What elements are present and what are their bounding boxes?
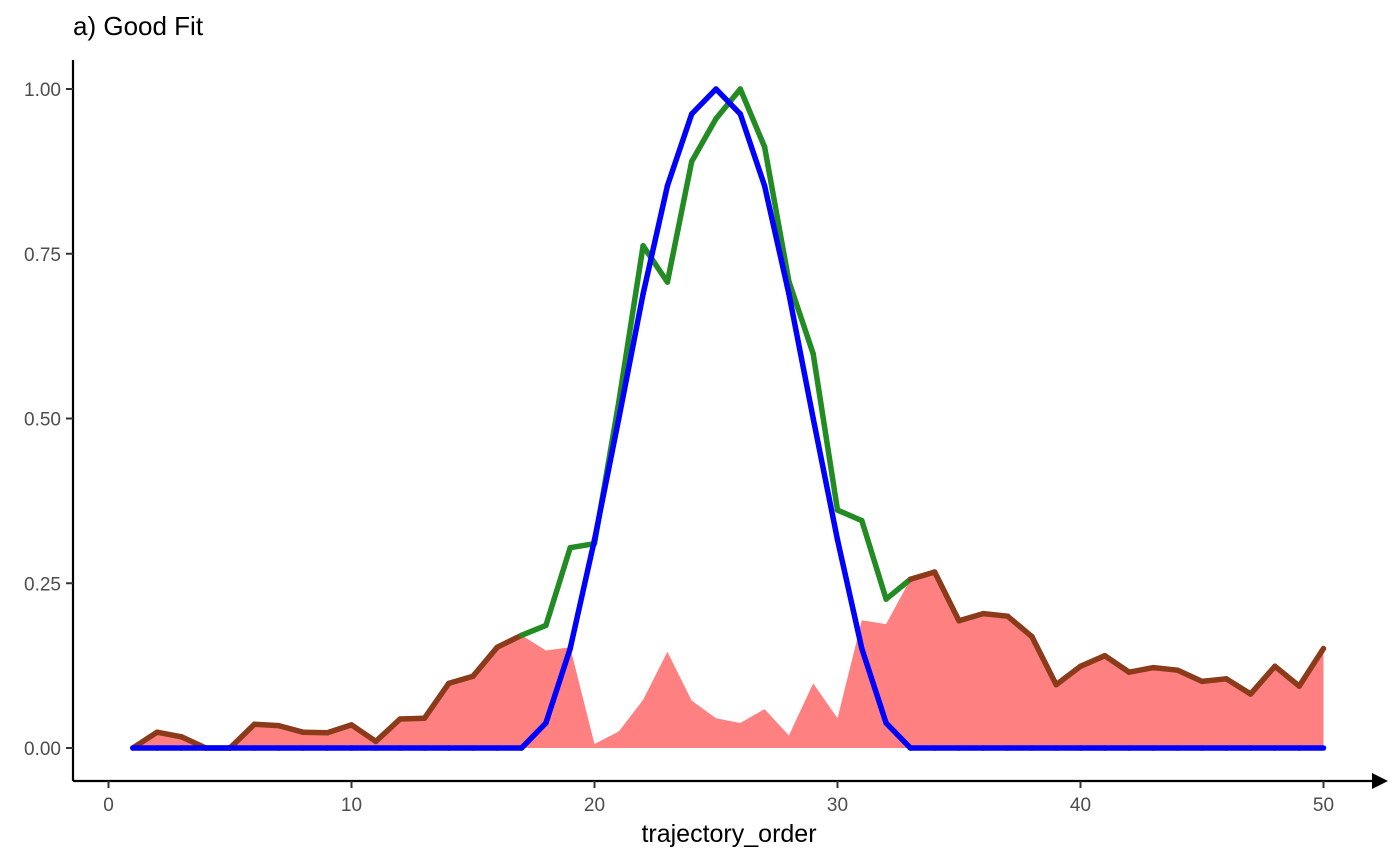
observed-line-segment <box>688 115 719 165</box>
y-tick-label: 0.75 <box>24 245 61 266</box>
observed-line-segment <box>421 680 452 722</box>
observed-line-segment <box>518 622 549 639</box>
observed-line-segment <box>980 610 1011 619</box>
fitted-line-segment <box>883 720 914 751</box>
observed-line-segment <box>786 278 816 357</box>
ticks: 0 10 20 30 40 50 0.00 0.25 0.50 0.75 1.00 <box>24 80 1334 816</box>
y-tick-label: 0.50 <box>24 410 61 431</box>
observed-line-segment <box>1247 663 1278 697</box>
observed-line-segment <box>1150 664 1181 673</box>
fitted-line-segment <box>834 537 865 652</box>
observed-line-segment <box>275 722 306 735</box>
observed-line-segment <box>567 540 598 551</box>
observed-line-segment <box>664 158 695 285</box>
residual-area-layer <box>132 572 1324 748</box>
fitted-line-segment <box>640 183 671 297</box>
observed-line-segment <box>883 576 914 602</box>
observed-line-segment <box>348 722 379 745</box>
x-tick-label: 20 <box>584 795 605 816</box>
observed-line-segment <box>300 729 330 736</box>
x-tick-label: 40 <box>1070 795 1091 816</box>
fitted-line-segment <box>518 720 549 751</box>
y-tick-label: 0.00 <box>24 739 61 760</box>
fitted-line-segment <box>737 111 768 189</box>
observed-line-segment <box>1223 676 1254 697</box>
fitted-line-segment <box>616 291 646 422</box>
axes <box>71 60 1388 789</box>
observed-line-segment <box>956 610 987 624</box>
x-tick-label: 50 <box>1313 795 1334 816</box>
observed-line-segment <box>931 569 962 624</box>
observed-line-segment <box>1004 613 1035 640</box>
fitted-line-segment <box>664 111 695 189</box>
observed-line-segment <box>445 673 476 687</box>
observed-line-segment <box>1296 645 1327 689</box>
y-tick-label: 0.25 <box>24 574 61 595</box>
observed-line-segment <box>154 729 185 740</box>
observed-line-segment <box>1053 663 1084 688</box>
observed-line-segment <box>640 243 671 285</box>
fitted-line-segment <box>859 645 889 726</box>
fitted-line-segment <box>713 86 744 117</box>
fitted-line-segment <box>761 183 792 297</box>
observed-line-segment <box>1126 664 1157 675</box>
observed-line-segment <box>1199 676 1230 685</box>
y-tick-label: 1.00 <box>24 80 61 101</box>
fitted-line-segment <box>567 537 598 652</box>
observed-line-segment <box>859 517 889 602</box>
observed-line-segment <box>834 507 865 524</box>
observed-line-segment <box>494 632 525 650</box>
fitted-line-segment <box>786 291 816 422</box>
observed-line-segment <box>227 721 258 751</box>
observed-line-segment <box>324 722 355 736</box>
observed-line-segment <box>543 544 573 629</box>
x-axis-title: trajectory_order <box>641 820 816 848</box>
x-tick-label: 0 <box>103 795 114 816</box>
fitted-line-segment <box>543 645 573 726</box>
residual-area <box>132 572 1324 748</box>
observed-line-segment <box>470 644 501 679</box>
observed-line-segment <box>737 86 768 150</box>
observed-line-segment <box>616 243 646 405</box>
observed-line-segment <box>761 144 792 285</box>
observed-line-segment <box>1077 652 1108 670</box>
observed-line-segment <box>373 716 403 745</box>
x-tick-label: 30 <box>827 795 848 816</box>
observed-line-segment <box>1174 667 1205 685</box>
observed-line-segment <box>1029 633 1059 688</box>
chart-title: a) Good Fit <box>73 11 204 41</box>
observed-line-segment <box>810 351 841 513</box>
fitted-line-segment <box>688 86 719 117</box>
observed-line-segment <box>251 721 282 729</box>
observed-line-segment <box>1272 663 1302 689</box>
observed-line-segment <box>1102 652 1132 675</box>
x-tick-label: 10 <box>341 795 362 816</box>
observed-line-segment <box>907 569 938 583</box>
x-axis-arrow-icon <box>1372 773 1388 789</box>
series-lines-layer <box>130 86 1327 751</box>
fitted-line-segment <box>591 415 622 543</box>
fitted-line-segment <box>810 415 841 543</box>
observed-line-segment <box>397 715 428 722</box>
